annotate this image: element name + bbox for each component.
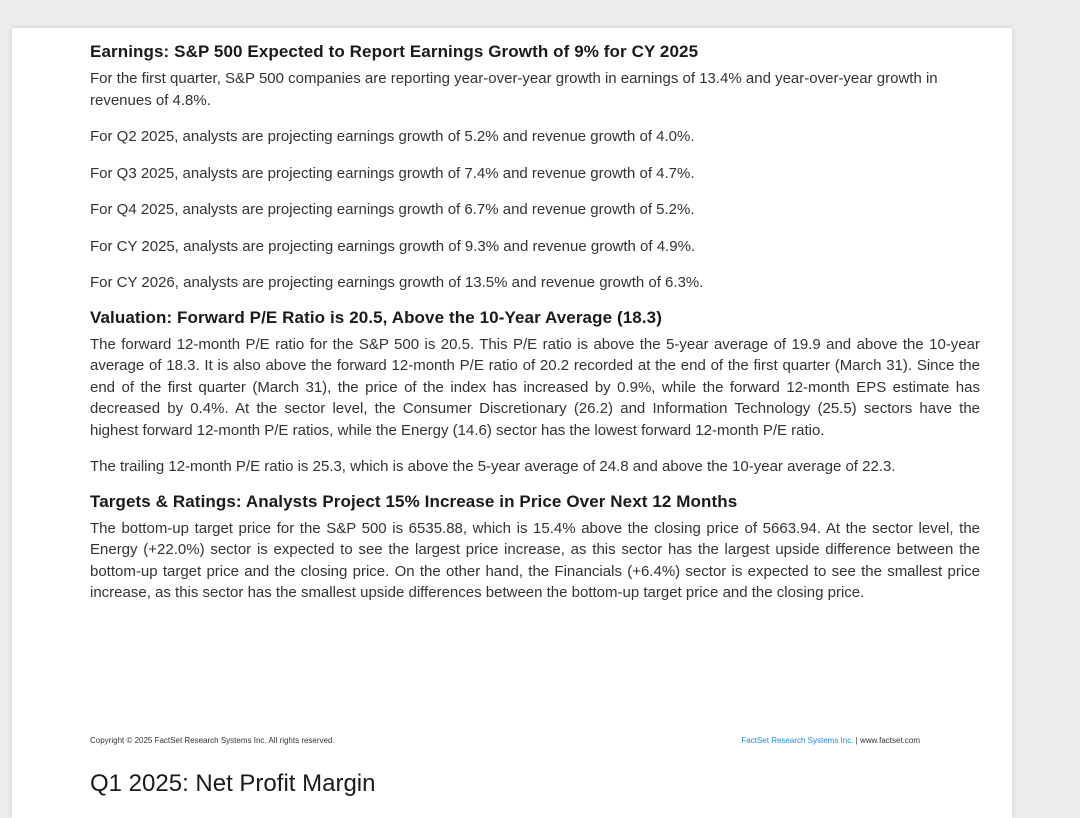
next-page-title: Q1 2025: Net Profit Margin (90, 770, 376, 797)
earnings-paragraph-6: For CY 2026, analysts are projecting ear… (90, 274, 704, 291)
copyright-notice: Copyright © 2025 FactSet Research System… (90, 736, 335, 745)
earnings-heading: Earnings: S&P 500 Expected to Report Ear… (90, 42, 699, 61)
earnings-paragraph-2: For Q2 2025, analysts are projecting ear… (90, 128, 695, 145)
earnings-paragraph-4: For Q4 2025, analysts are projecting ear… (90, 201, 695, 218)
targets-heading: Targets & Ratings: Analysts Project 15% … (90, 491, 738, 511)
valuation-paragraph-2: The trailing 12-month P/E ratio is 25.3,… (90, 458, 896, 475)
page-footer: Copyright © 2025 FactSet Research System… (90, 736, 920, 750)
earnings-paragraph-5: For CY 2025, analysts are projecting ear… (90, 237, 696, 255)
document-page: Earnings: S&P 500 Expected to Report Ear… (12, 28, 1012, 818)
earnings-paragraph-3: For Q3 2025, analysts are projecting ear… (90, 164, 695, 182)
document-content: Earnings: S&P 500 Expected to Report Ear… (90, 42, 980, 619)
earnings-section: Earnings: S&P 500 Expected to Report Ear… (90, 42, 980, 294)
footer-links: FactSet Research Systems Inc. | www.fact… (741, 736, 920, 745)
valuation-heading: Valuation: Forward P/E Ratio is 20.5, Ab… (90, 307, 662, 327)
valuation-section: Valuation: Forward P/E Ratio is 20.5, Ab… (90, 308, 980, 478)
valuation-paragraph-1: The forward 12-month P/E ratio for the S… (90, 335, 980, 439)
footer-separator: | (853, 736, 860, 745)
targets-paragraph-1: The bottom-up target price for the S&P 5… (90, 519, 980, 602)
company-link[interactable]: FactSet Research Systems Inc. (741, 736, 854, 745)
targets-section: Targets & Ratings: Analysts Project 15% … (90, 492, 980, 604)
website-link[interactable]: www.factset.com (859, 736, 920, 745)
earnings-paragraph-1: For the first quarter, S&P 500 companies… (90, 70, 938, 109)
